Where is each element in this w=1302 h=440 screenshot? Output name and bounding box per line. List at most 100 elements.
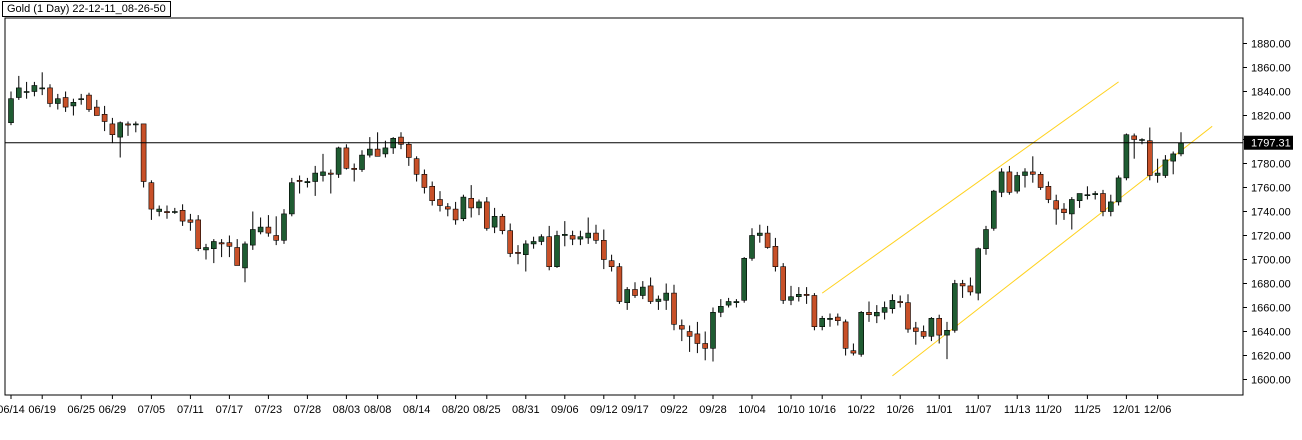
- candle: [998, 168, 1005, 198]
- candle-body-up: [1170, 153, 1176, 162]
- x-tick-label: 09/28: [699, 404, 727, 416]
- candle: [600, 229, 607, 270]
- candle-body-down: [834, 316, 841, 322]
- candle-body-up: [624, 289, 631, 303]
- candle-body-up: [31, 85, 38, 92]
- candle: [1108, 194, 1114, 217]
- candle-body-up: [156, 208, 162, 212]
- candle: [632, 282, 638, 298]
- candle: [1053, 194, 1059, 225]
- candle-body-down: [569, 235, 576, 240]
- candle-body-down: [226, 242, 233, 247]
- candle-body-up: [54, 98, 61, 104]
- candle: [172, 207, 178, 214]
- x-tick-label: 12/06: [1144, 404, 1172, 416]
- candle: [967, 277, 974, 296]
- candle-body-up: [819, 317, 826, 327]
- candle: [1037, 171, 1044, 190]
- candle: [1069, 197, 1075, 230]
- candle-body-up: [889, 299, 896, 309]
- candle-body-down: [780, 266, 787, 301]
- y-tick-label: 1620.00: [1251, 351, 1291, 363]
- candle-body-down: [1037, 174, 1044, 188]
- candle-body-up: [951, 283, 958, 331]
- candle-body-up: [663, 292, 670, 301]
- candle-body-down: [546, 236, 553, 267]
- candle-body-up: [39, 87, 46, 90]
- candle-body-up: [1115, 177, 1122, 203]
- y-tick-label: 1660.00: [1251, 303, 1291, 315]
- candle: [1030, 156, 1036, 183]
- candle: [905, 294, 911, 333]
- candle-body-up: [1123, 134, 1130, 179]
- candle: [936, 314, 943, 344]
- candle-body-down: [452, 208, 459, 221]
- candle-body-up: [827, 317, 833, 320]
- candle: [827, 313, 833, 327]
- candle: [304, 177, 311, 188]
- candle-body-down: [405, 144, 412, 158]
- candle-body-down: [296, 180, 303, 182]
- candle: [125, 121, 131, 136]
- candle: [250, 211, 256, 250]
- candle: [772, 237, 779, 272]
- candle-body-down: [515, 252, 521, 254]
- x-tick-label: 11/25: [1074, 404, 1101, 416]
- candle-body-down: [413, 158, 420, 175]
- candle: [327, 169, 334, 194]
- candle: [413, 156, 420, 182]
- x-tick-label: 08/03: [333, 404, 361, 416]
- candle: [265, 215, 272, 237]
- candle: [140, 123, 147, 188]
- candle: [866, 301, 872, 322]
- candle: [819, 315, 826, 331]
- x-tick-label: 06/14: [0, 404, 25, 416]
- candle: [1022, 168, 1028, 188]
- candle-body-up: [733, 301, 740, 303]
- candle: [476, 199, 482, 216]
- x-tick-label: 07/28: [294, 404, 322, 416]
- candle-body-up: [335, 147, 342, 175]
- candle-body-up: [15, 87, 22, 98]
- price-tag-label: 1797.31: [1251, 138, 1291, 150]
- candle: [211, 239, 217, 264]
- candle: [351, 163, 358, 182]
- candle-body-up: [320, 171, 326, 176]
- candle: [218, 239, 225, 258]
- candle: [1123, 133, 1130, 181]
- x-tick-label: 11/01: [926, 404, 953, 416]
- candle: [429, 181, 436, 206]
- candle: [47, 84, 53, 108]
- y-tick-label: 1740.00: [1251, 207, 1291, 219]
- candle-body-up: [538, 236, 545, 242]
- candle-body-up: [561, 234, 568, 236]
- candle: [398, 132, 404, 150]
- candle: [359, 150, 365, 172]
- candle: [741, 257, 748, 303]
- candle-body-down: [234, 247, 240, 266]
- candle-body-down: [164, 211, 170, 214]
- candle: [546, 225, 553, 271]
- candle: [234, 239, 240, 266]
- x-tick-label: 06/29: [99, 404, 127, 416]
- candle-body-up: [133, 123, 139, 126]
- candle: [460, 194, 467, 222]
- y-tick-label: 1880.00: [1251, 39, 1291, 51]
- candle-body-down: [1045, 186, 1052, 200]
- candle-body-down: [842, 321, 849, 349]
- candle: [452, 201, 459, 225]
- candle: [975, 247, 982, 301]
- candle-body-up: [749, 235, 755, 259]
- candle-body-up: [8, 98, 14, 123]
- candle-body-down: [702, 343, 709, 349]
- candle-body-up: [530, 241, 537, 245]
- candle-body-up: [858, 311, 865, 355]
- candle: [702, 331, 709, 361]
- candle-body-down: [1061, 208, 1067, 214]
- candle-body-up: [1154, 172, 1161, 176]
- candle-body-down: [437, 199, 443, 206]
- candle-body-up: [1022, 171, 1028, 176]
- candle: [788, 285, 794, 306]
- candle: [889, 294, 896, 314]
